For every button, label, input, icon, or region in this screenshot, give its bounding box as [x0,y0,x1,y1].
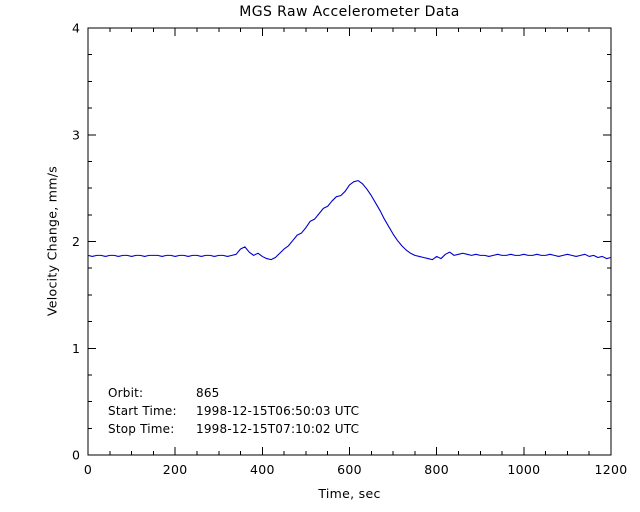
y-tick-label: 3 [72,127,80,142]
y-tick-label: 2 [72,234,80,249]
data-series-line [87,180,612,261]
annotation-stop-label: Stop Time: [108,422,175,436]
x-tick-label: 1200 [594,462,627,477]
x-tick-label: 1000 [507,462,540,477]
x-axis-label: Time, sec [318,486,381,501]
chart-title: MGS Raw Accelerometer Data [239,4,460,20]
annotation-block: Orbit: 865 Start Time: 1998-12-15T06:50:03… [108,384,359,438]
y-tick-label: 4 [72,21,80,36]
annotation-start-value: 1998-12-15T06:50:03 UTC [196,404,360,418]
annotation-start-label: Start Time: [108,404,177,418]
x-tick-label: 0 [84,462,92,477]
annotation-orbit-label: Orbit: [108,386,144,400]
x-tick-label: 600 [337,462,362,477]
x-tick-label: 800 [424,462,449,477]
x-tick-label: 400 [250,462,275,477]
annotation-orbit-value: 865 [196,386,220,400]
y-tick-label: 1 [72,341,80,356]
annotation-stop-value: 1998-12-15T07:10:02 UTC [196,422,360,436]
annotation-orbit: Orbit: 865 [108,384,359,402]
x-tick-label: 200 [163,462,188,477]
annotation-start-time: Start Time: 1998-12-15T06:50:03 UTC [108,402,359,420]
y-tick-label: 0 [72,448,80,463]
annotation-stop-time: Stop Time: 1998-12-15T07:10:02 UTC [108,420,359,438]
